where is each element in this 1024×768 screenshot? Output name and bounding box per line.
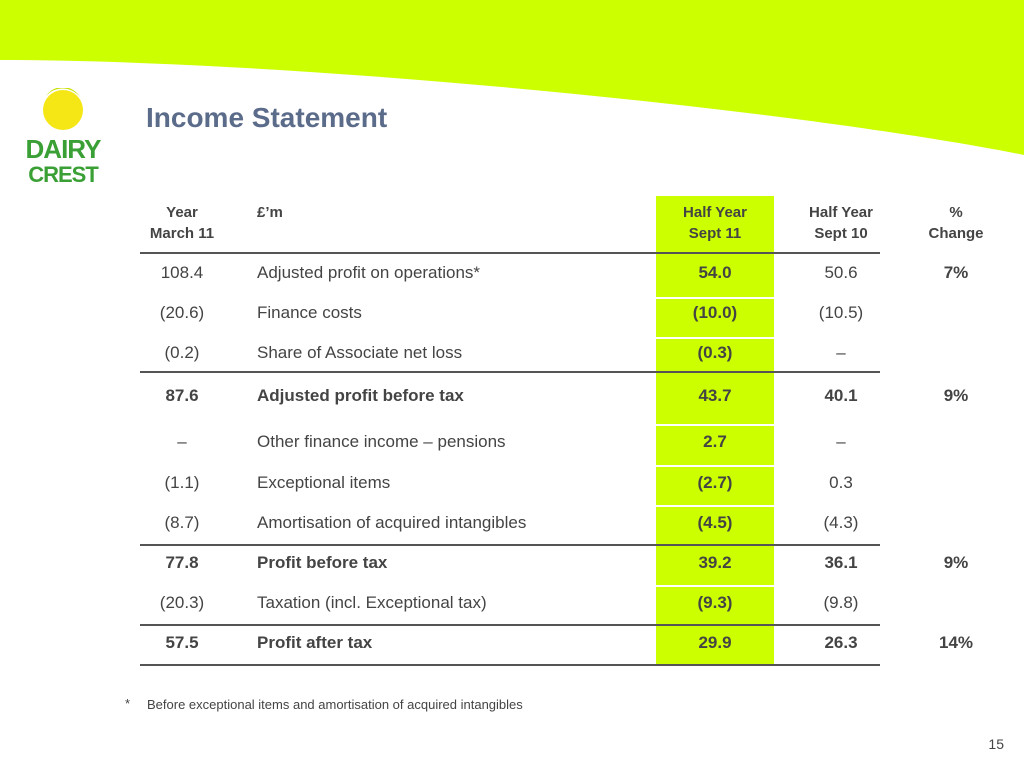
- header-hy11-line2: Sept 11: [688, 225, 742, 242]
- dairy-crest-logo: DAIRY CREST: [26, 88, 102, 187]
- cell-label: Finance costs: [257, 303, 362, 322]
- cell-half-year-sept10: 40.1: [824, 386, 858, 405]
- header-change: % Change: [908, 202, 1004, 244]
- cell-year: (8.7): [164, 513, 200, 532]
- svg-text:DAIRY: DAIRY: [26, 134, 102, 164]
- page-title: Income Statement: [146, 102, 388, 133]
- cell-year: (20.3): [159, 593, 205, 612]
- cell-label: Taxation (incl. Exceptional tax): [257, 593, 487, 612]
- header-change-line1: %: [949, 204, 963, 221]
- cell-label: Profit after tax: [257, 633, 373, 652]
- cell-half-year-sept11: (9.3): [697, 593, 733, 612]
- header-hy11-line1: Half Year: [683, 204, 747, 221]
- cell-change: 9%: [943, 553, 969, 572]
- cell-half-year-sept11: 2.7: [703, 432, 727, 451]
- cell-year: (1.1): [164, 473, 200, 492]
- cell-change: 9%: [943, 386, 969, 405]
- cell-half-year-sept10: 50.6: [824, 263, 858, 282]
- bottom-rule: [140, 664, 880, 666]
- header-rule: [140, 252, 880, 254]
- cell-half-year-sept10: (10.5): [818, 303, 864, 322]
- cell-label: Adjusted profit on operations*: [257, 263, 481, 282]
- svg-text:CREST: CREST: [28, 162, 99, 187]
- cell-year: (20.6): [159, 303, 205, 322]
- header-change-line2: Change: [928, 225, 984, 242]
- footnote: Before exceptional items and amortisatio…: [147, 697, 523, 712]
- cell-half-year-sept10: –: [836, 343, 846, 362]
- cell-half-year-sept11: (10.0): [692, 303, 738, 322]
- highlight-separator: [656, 337, 774, 339]
- cell-year: (0.2): [164, 343, 200, 362]
- cell-half-year-sept10: 0.3: [829, 473, 853, 492]
- header-hy10-line1: Half Year: [809, 204, 873, 221]
- highlight-separator: [656, 297, 774, 299]
- cell-label: Exceptional items: [257, 473, 391, 492]
- cell-half-year-sept10: 26.3: [824, 633, 858, 652]
- header-banner: [0, 0, 1024, 155]
- cell-year: 57.5: [165, 633, 199, 652]
- page-number: 15: [988, 736, 1004, 752]
- cell-label: Other finance income – pensions: [257, 432, 506, 451]
- cell-label: Share of Associate net loss: [257, 343, 463, 362]
- cell-half-year-sept11: 54.0: [698, 263, 732, 282]
- subtotal-rule-3: [140, 624, 880, 626]
- highlight-separator: [656, 505, 774, 507]
- cell-year: 87.6: [165, 386, 199, 405]
- cell-year: –: [177, 432, 187, 451]
- cell-half-year-sept10: (9.8): [823, 593, 859, 612]
- cell-half-year-sept10: –: [836, 432, 846, 451]
- cell-half-year-sept11: (0.3): [697, 343, 733, 362]
- cell-label: Amortisation of acquired intangibles: [257, 513, 527, 532]
- cell-label: Profit before tax: [257, 553, 388, 572]
- header-units: £’m: [257, 204, 283, 221]
- cell-half-year-sept10: 36.1: [824, 553, 858, 572]
- header-year-line1: Year: [166, 204, 198, 221]
- cell-change: 14%: [938, 633, 974, 652]
- cell-half-year-sept11: (2.7): [697, 473, 733, 492]
- header-half-year-sept11: Half Year Sept 11: [656, 202, 774, 244]
- cell-half-year-sept10: (4.3): [823, 513, 859, 532]
- highlight-separator: [656, 465, 774, 467]
- highlight-separator: [656, 585, 774, 587]
- cell-half-year-sept11: 29.9: [698, 633, 732, 652]
- header-hy10-line2: Sept 10: [814, 225, 868, 242]
- cell-change: 7%: [943, 263, 969, 282]
- subtotal-rule-2: [140, 544, 880, 546]
- footnote-marker: *: [125, 696, 131, 711]
- highlight-separator: [656, 424, 774, 426]
- header-year-line2: March 11: [149, 225, 215, 242]
- cell-half-year-sept11: (4.5): [697, 513, 733, 532]
- cell-label: Adjusted profit before tax: [257, 386, 464, 405]
- cell-half-year-sept11: 39.2: [698, 553, 732, 572]
- cell-half-year-sept11: 43.7: [698, 386, 732, 405]
- header-year: Year March 11: [136, 202, 228, 244]
- subtotal-rule-1: [140, 371, 880, 373]
- cell-year: 108.4: [160, 263, 204, 282]
- cell-year: 77.8: [165, 553, 199, 572]
- header-half-year-sept10: Half Year Sept 10: [782, 202, 900, 244]
